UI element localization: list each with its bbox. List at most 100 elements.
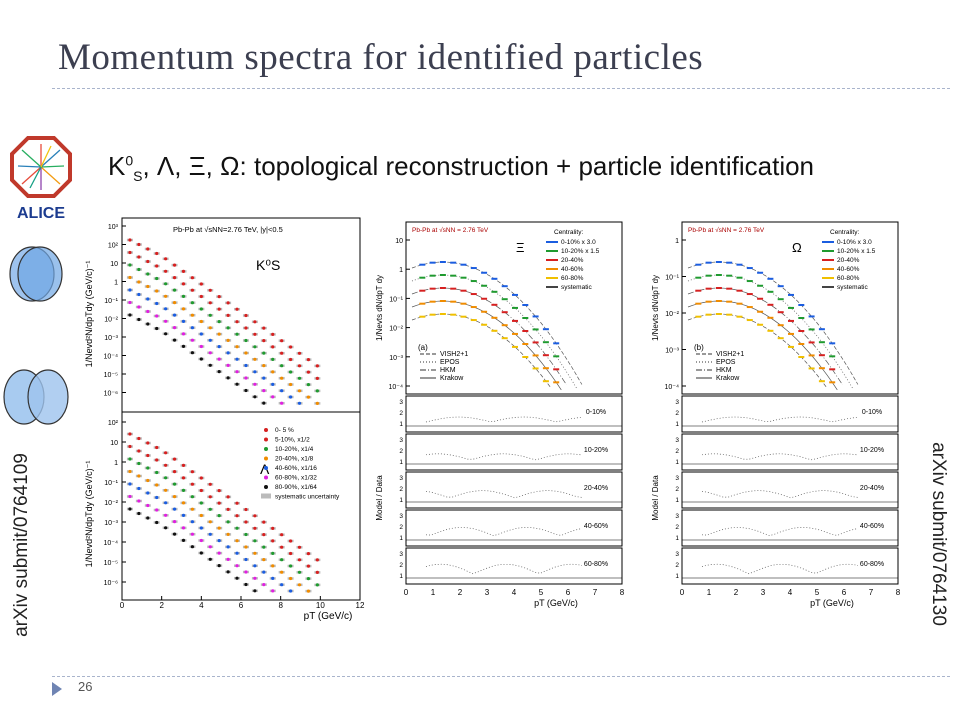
data-point: [128, 313, 132, 317]
data-point: [306, 358, 311, 362]
data-point: [181, 269, 186, 273]
data-point: [164, 451, 168, 455]
data-point: [244, 520, 248, 524]
data-point: [253, 589, 257, 593]
xi-xtick-label: 8: [620, 588, 625, 597]
xi-xtick-label: 2: [458, 588, 463, 597]
data-point: [164, 269, 168, 273]
data-point: [172, 263, 177, 267]
omega-ratio-ytick-label: 1: [675, 459, 679, 466]
omega-ratio-ytick-label: 3: [675, 399, 679, 406]
footer-divider: [52, 676, 950, 677]
xi-ratio-label: 60-80%: [584, 561, 608, 568]
omega-ytick-label: 1: [675, 238, 679, 245]
slide-title: Momentum spectra for identified particle…: [58, 37, 704, 78]
data-point: [199, 526, 203, 530]
data-point: [208, 313, 212, 317]
omega-ratio-ylabel: Model / Data: [651, 475, 660, 521]
data-point: [297, 351, 302, 355]
data-point: [155, 301, 159, 306]
data-point: [128, 444, 132, 449]
omega-xtick-label: 7: [869, 588, 874, 597]
omega-ratio-panel: [681, 509, 899, 547]
data-point: [128, 250, 132, 255]
data-point: [181, 319, 186, 323]
xi-model-label: EPOS: [440, 359, 460, 366]
data-point: [280, 558, 284, 562]
left-xtick-label: 2: [159, 601, 164, 610]
left-xlabel: pT (GeV/c): [304, 611, 353, 622]
data-point: [155, 314, 159, 318]
xi-ratio-ylabel: Model / Data: [375, 475, 384, 521]
data-point: [128, 482, 132, 486]
omega-spectra-figure: Pb-Pb at √sNN = 2.76 TeV Ω 1/Nevts dN/dpT …: [648, 218, 918, 628]
data-point: [190, 351, 195, 355]
data-point: [244, 338, 248, 343]
xi-ratio-label: 20-40%: [584, 485, 608, 492]
k0s-ytick-label: 10: [110, 261, 118, 268]
data-point: [208, 338, 212, 342]
omega-ratio-ytick-label: 3: [675, 475, 679, 482]
omega-ratio-panel: [681, 547, 899, 585]
data-point: [226, 363, 230, 367]
data-point: [235, 370, 239, 374]
data-point: [172, 276, 177, 280]
data-point: [128, 469, 132, 474]
data-point: [181, 294, 186, 298]
xi-ratio-label: 0-10%: [586, 409, 606, 416]
data-point: [146, 259, 150, 264]
data-point: [181, 282, 186, 286]
data-point: [181, 501, 186, 505]
data-point: [235, 307, 239, 311]
data-point: [146, 284, 150, 289]
data-point: [315, 570, 319, 574]
data-point: [155, 508, 159, 512]
data-point: [137, 305, 141, 309]
data-point: [217, 370, 221, 374]
data-point: [280, 339, 284, 343]
data-point: [155, 520, 159, 525]
omega-ytick-label: 10⁻³: [665, 348, 679, 355]
data-point: [226, 570, 230, 574]
data-point: [306, 577, 311, 581]
omega-ratio-ytick-label: 2: [675, 524, 679, 531]
omega-ratio-ytick-label: 1: [675, 573, 679, 580]
data-point: [208, 557, 212, 561]
data-point: [244, 582, 248, 587]
xi-ratio-label: 10-20%: [584, 447, 608, 454]
xi-xtick-label: 7: [593, 588, 598, 597]
xi-xtick-label: 3: [485, 588, 490, 597]
data-point: [190, 482, 195, 486]
omega-ylabel: 1/Nevts dN/dpT dy: [651, 275, 660, 341]
data-point: [208, 520, 212, 524]
data-point: [199, 344, 203, 349]
data-point: [244, 363, 248, 368]
xi-ratio-ytick-label: 3: [399, 513, 403, 520]
xi-model-curve: [411, 300, 562, 391]
data-point: [315, 389, 319, 393]
omega-model-label: VISH2+1: [716, 351, 744, 358]
data-point: [235, 320, 239, 324]
k0s-panel-header: Pb-Pb at √sNN=2.76 TeV, |y|<0.5: [173, 225, 283, 234]
right-arxiv-label: arXiv submit/0764130: [928, 442, 949, 626]
data-point: [190, 520, 195, 524]
k0s-ytick-label: 10⁻⁶: [104, 391, 118, 398]
data-point: [262, 401, 266, 405]
omega-ratio-ytick-label: 1: [675, 497, 679, 504]
k0s-ytick-label: 10⁻⁴: [104, 354, 119, 361]
xi-ytick-label: 10⁻¹: [389, 296, 403, 303]
omega-legend-label: 20-40%: [837, 257, 860, 264]
data-point: [199, 513, 203, 518]
data-point: [297, 364, 302, 368]
data-point: [199, 294, 203, 299]
data-point: [235, 501, 239, 505]
xi-particle-label: Ξ: [516, 240, 524, 255]
data-point: [164, 463, 168, 467]
page-number: 26: [78, 679, 93, 694]
xi-xtick-label: 0: [404, 588, 409, 597]
omega-ratio-ytick-label: 1: [675, 535, 679, 542]
data-point: [155, 264, 159, 268]
xi-ytick-label: 10⁻⁴: [389, 384, 404, 391]
data-point: [253, 576, 257, 580]
omega-ratio-ytick-label: 3: [675, 551, 679, 558]
